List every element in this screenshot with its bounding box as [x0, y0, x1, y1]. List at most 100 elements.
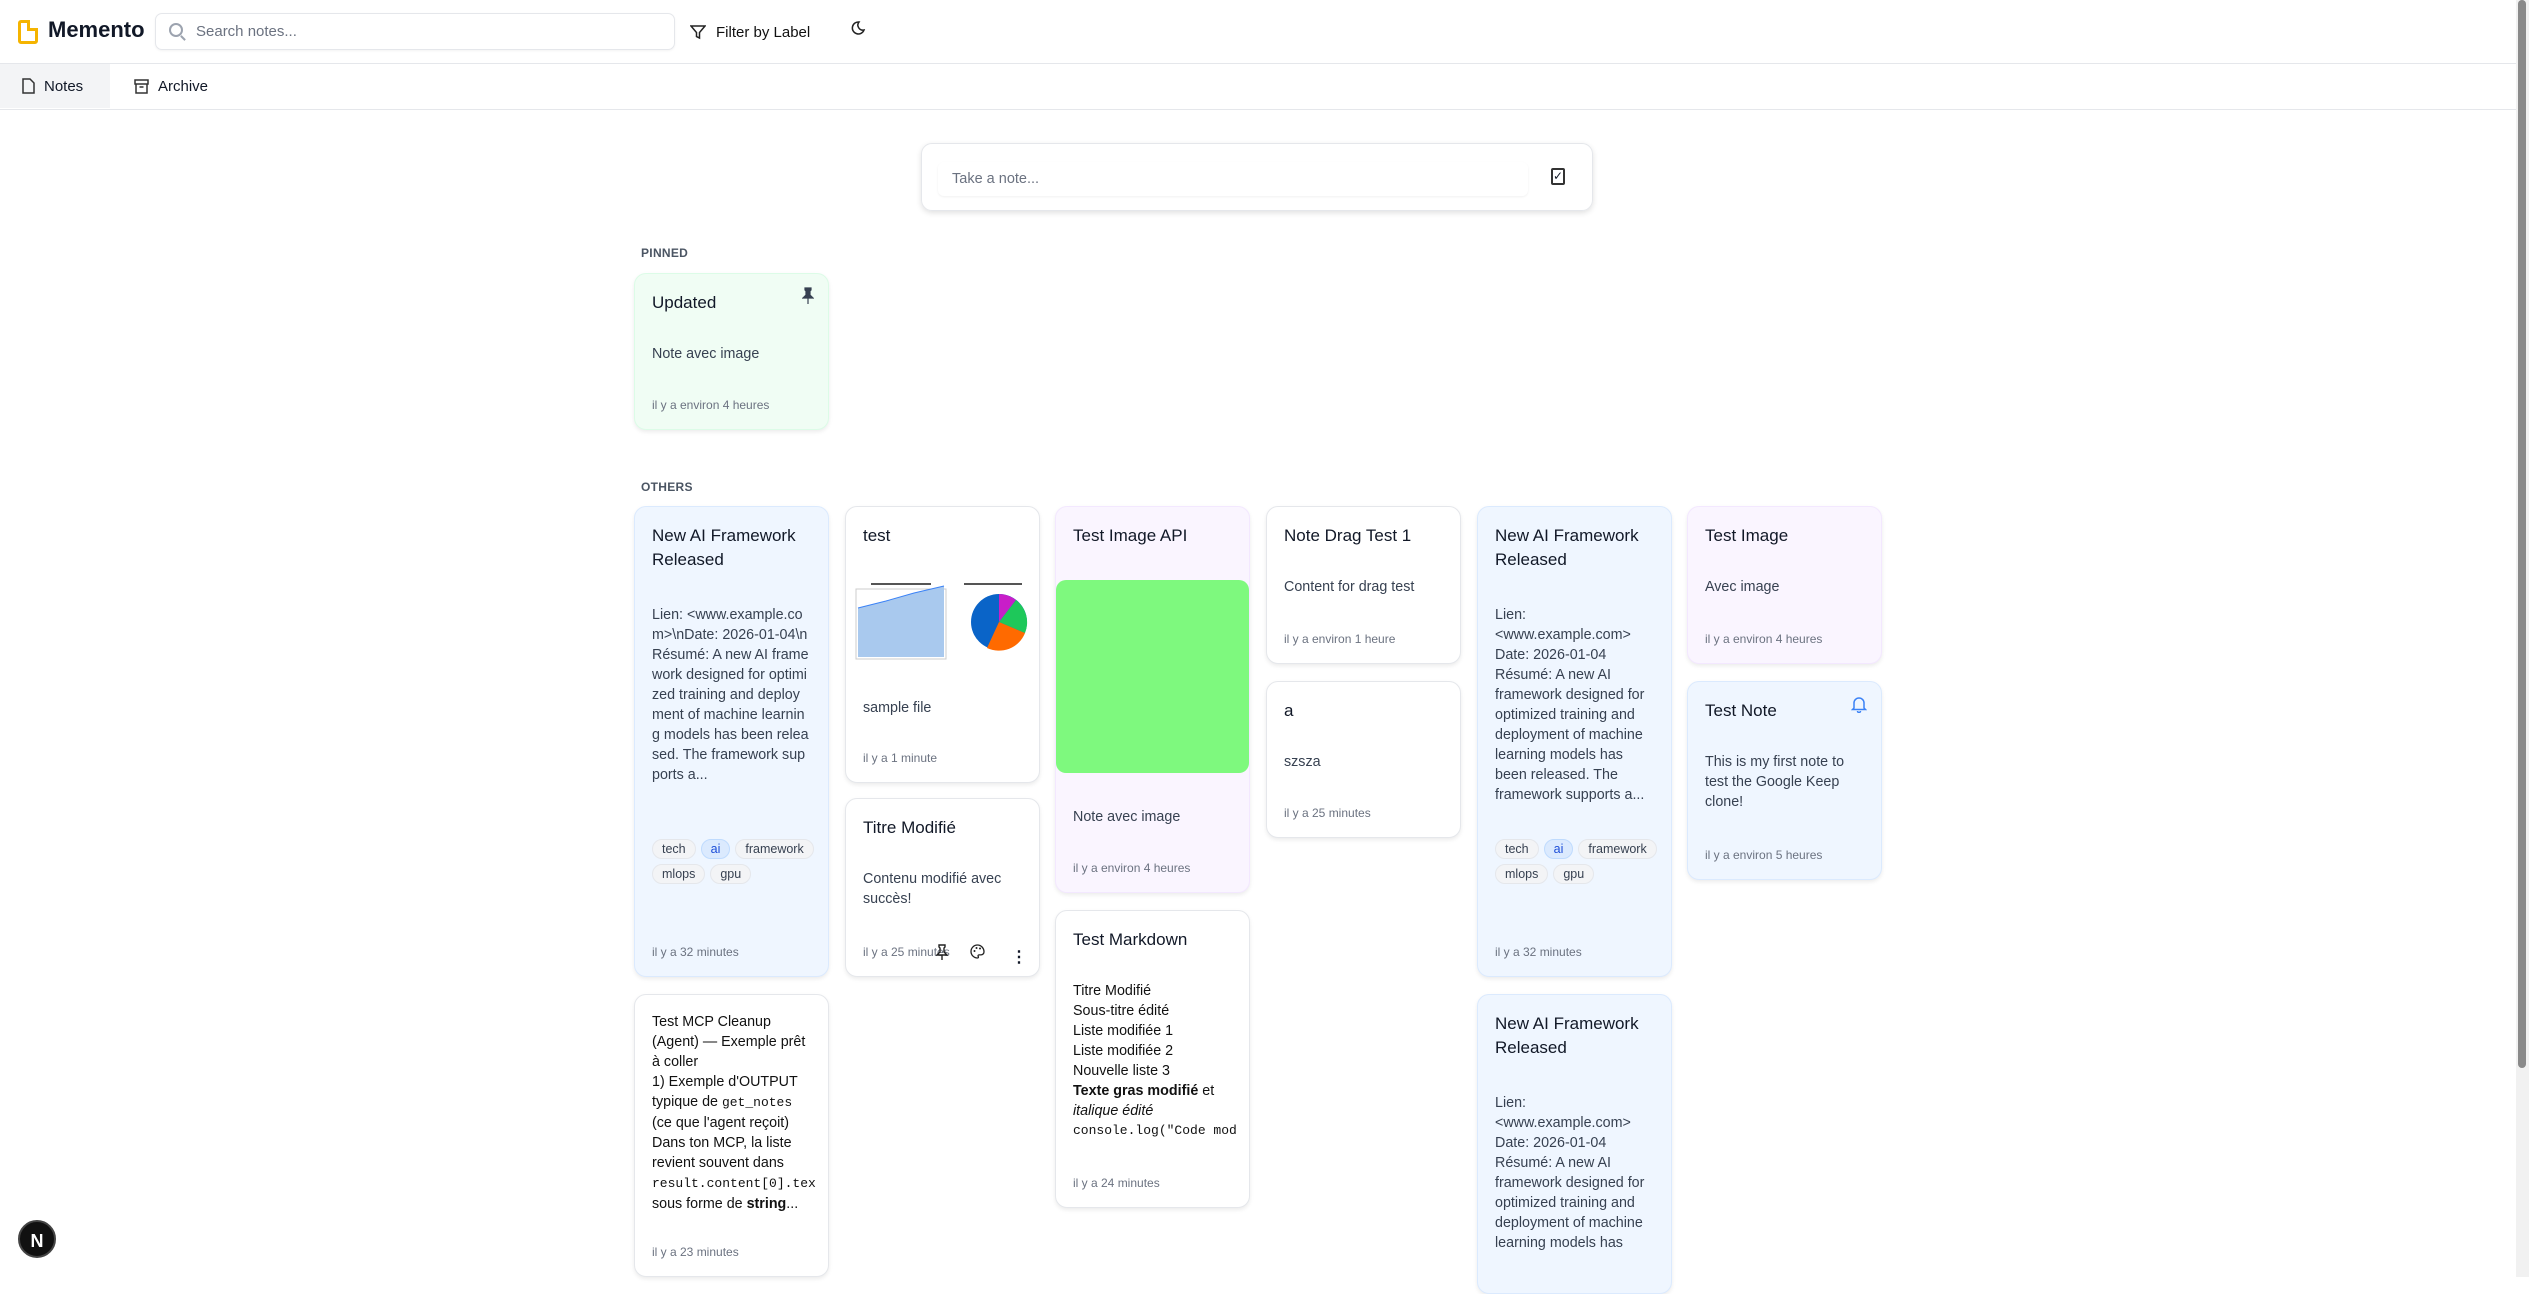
- pinned-section-heading: PINNED: [641, 246, 689, 260]
- note-title: New AI Framework Released: [1495, 526, 1639, 569]
- note-body: Titre Modifié Sous-titre édité Liste mod…: [1073, 981, 1237, 1141]
- note-text: (ce que l'agent reçoit) Dans ton MCP, la…: [652, 1115, 792, 1171]
- dev-tools-badge[interactable]: N: [18, 1220, 56, 1258]
- note-image-charts: [855, 583, 1028, 660]
- filter-label: Filter by Label: [716, 23, 811, 41]
- theme-toggle-button[interactable]: [850, 20, 866, 41]
- note-title: a: [1284, 701, 1294, 720]
- note-timestamp: il y a 32 minutes: [652, 945, 739, 959]
- moon-icon: [851, 21, 866, 35]
- top-bar: Memento Filter by Label: [0, 0, 2516, 64]
- note-card[interactable]: Test Note This is my first note to test …: [1687, 681, 1882, 880]
- note-body: sample file: [863, 700, 932, 716]
- note-body: Test MCP Cleanup (Agent) — Exemple prêt …: [652, 1012, 816, 1214]
- label-chip[interactable]: tech: [1495, 839, 1539, 859]
- note-line: Résumé: A new AI framework designed for …: [1495, 667, 1645, 803]
- note-image: [1056, 580, 1249, 773]
- note-text: sous forme de: [652, 1196, 747, 1212]
- note-card[interactable]: a szsza il y a 25 minutes: [1266, 681, 1461, 838]
- more-options-icon[interactable]: ⋮: [1011, 949, 1027, 966]
- filter-icon: [690, 25, 706, 40]
- checklist-icon[interactable]: ✓: [1551, 168, 1565, 185]
- note-timestamp: il y a environ 4 heures: [1073, 861, 1191, 875]
- palette-icon[interactable]: [970, 944, 985, 959]
- scrollbar-thumb[interactable]: [2518, 0, 2526, 1068]
- search-box[interactable]: [155, 13, 675, 50]
- note-title: Updated: [652, 293, 717, 312]
- note-timestamp: il y a 25 minutes: [863, 945, 950, 959]
- tab-bar: Notes Archive: [0, 64, 2516, 110]
- note-card[interactable]: Note Drag Test 1 Content for drag test i…: [1266, 506, 1461, 664]
- note-card[interactable]: New AI Framework Released Lien: <www.exa…: [1477, 506, 1672, 977]
- note-card[interactable]: New AI Framework Released Lien: <www.exa…: [1477, 994, 1672, 1294]
- note-timestamp: il y a 24 minutes: [1073, 1176, 1160, 1190]
- tab-notes[interactable]: Notes: [0, 64, 110, 108]
- note-text: Test MCP Cleanup (Agent) — Exemple prêt …: [652, 1014, 806, 1070]
- take-note-input[interactable]: [938, 162, 1528, 196]
- note-body: Lien: <www.example.com>\nDate: 2026-01-0…: [652, 607, 809, 783]
- note-line: Sous-titre édité: [1073, 1003, 1170, 1019]
- note-logo-icon: [18, 20, 38, 44]
- note-timestamp: il y a environ 5 heures: [1705, 848, 1823, 862]
- note-line: Lien:: [1495, 1095, 1527, 1111]
- note-card[interactable]: Test Markdown Titre Modifié Sous-titre é…: [1055, 910, 1250, 1208]
- tab-notes-label: Notes: [44, 77, 84, 95]
- note-title: Titre Modifié: [863, 818, 956, 837]
- note-line: Titre Modifié: [1073, 983, 1152, 999]
- note-body: Avec image: [1705, 579, 1780, 595]
- note-line: Liste modifiée 1: [1073, 1023, 1174, 1039]
- note-card[interactable]: Titre Modifié Contenu modifié avec succè…: [845, 798, 1040, 977]
- note-line: <www.example.com>: [1495, 627, 1631, 643]
- filter-by-label-button[interactable]: Filter by Label: [690, 18, 810, 46]
- italic-text: italique édité: [1073, 1103, 1154, 1119]
- note-card[interactable]: test sample file il y a 1 minute: [845, 506, 1040, 783]
- tab-archive[interactable]: Archive: [112, 64, 230, 108]
- note-timestamp: il y a environ 4 heures: [652, 398, 770, 412]
- pin-icon[interactable]: [936, 944, 948, 960]
- note-card[interactable]: New AI Framework Released Lien: <www.exa…: [634, 506, 829, 977]
- archive-icon: [134, 78, 149, 94]
- bell-icon[interactable]: [1851, 695, 1867, 713]
- note-body: Lien: <www.example.com> Date: 2026-01-04…: [1495, 1093, 1654, 1253]
- search-icon: [169, 23, 183, 37]
- label-chip[interactable]: tech: [652, 839, 696, 859]
- app-title: Memento: [48, 17, 145, 42]
- note-line: Résumé: A new AI framework designed for …: [1495, 1155, 1645, 1251]
- label-chip[interactable]: framework: [1578, 839, 1657, 859]
- search-input[interactable]: [196, 14, 656, 48]
- note-title: New AI Framework Released: [1495, 1014, 1639, 1057]
- note-body: This is my first note to test the Google…: [1705, 754, 1845, 810]
- note-line: Lien:: [1495, 607, 1527, 623]
- inline-code: result.content[0].tex: [652, 1176, 816, 1191]
- note-timestamp: il y a 25 minutes: [1284, 806, 1371, 820]
- label-chip[interactable]: ai: [1543, 839, 1574, 859]
- note-text: et: [1198, 1083, 1215, 1099]
- code-line: console.log("Code mod: [1073, 1123, 1237, 1138]
- file-icon: [22, 78, 35, 94]
- label-chip[interactable]: mlops: [1495, 864, 1549, 884]
- label-list: tech ai framework mlops gpu: [1495, 839, 1665, 884]
- label-chip[interactable]: mlops: [652, 864, 706, 884]
- inline-code: get_notes: [721, 1095, 793, 1110]
- label-chip[interactable]: gpu: [710, 864, 752, 884]
- note-line: Date: 2026-01-04: [1495, 1135, 1607, 1151]
- others-section-heading: OTHERS: [641, 480, 693, 494]
- note-timestamp: il y a 23 minutes: [652, 1245, 739, 1259]
- note-card[interactable]: Updated Note avec image il y a environ 4…: [634, 273, 829, 430]
- note-title: Test Markdown: [1073, 930, 1188, 949]
- pin-icon[interactable]: [802, 287, 814, 305]
- note-title: test: [863, 526, 891, 545]
- note-card[interactable]: Test Image API Note avec image il y a en…: [1055, 506, 1250, 893]
- label-list: tech ai framework mlops gpu: [652, 839, 822, 884]
- tab-archive-label: Archive: [158, 77, 209, 95]
- note-body: szsza: [1284, 754, 1321, 770]
- note-title: Test Image API: [1073, 526, 1188, 545]
- note-card[interactable]: Test Image Avec image il y a environ 4 h…: [1687, 506, 1882, 664]
- label-chip[interactable]: gpu: [1553, 864, 1595, 884]
- note-body: Content for drag test: [1284, 579, 1415, 595]
- note-text: 1) Exemple d'OUTPUT typique de: [652, 1074, 798, 1110]
- note-body: Note avec image: [652, 346, 760, 362]
- note-card[interactable]: Test MCP Cleanup (Agent) — Exemple prêt …: [634, 994, 829, 1277]
- label-chip[interactable]: framework: [735, 839, 814, 859]
- label-chip[interactable]: ai: [700, 839, 731, 859]
